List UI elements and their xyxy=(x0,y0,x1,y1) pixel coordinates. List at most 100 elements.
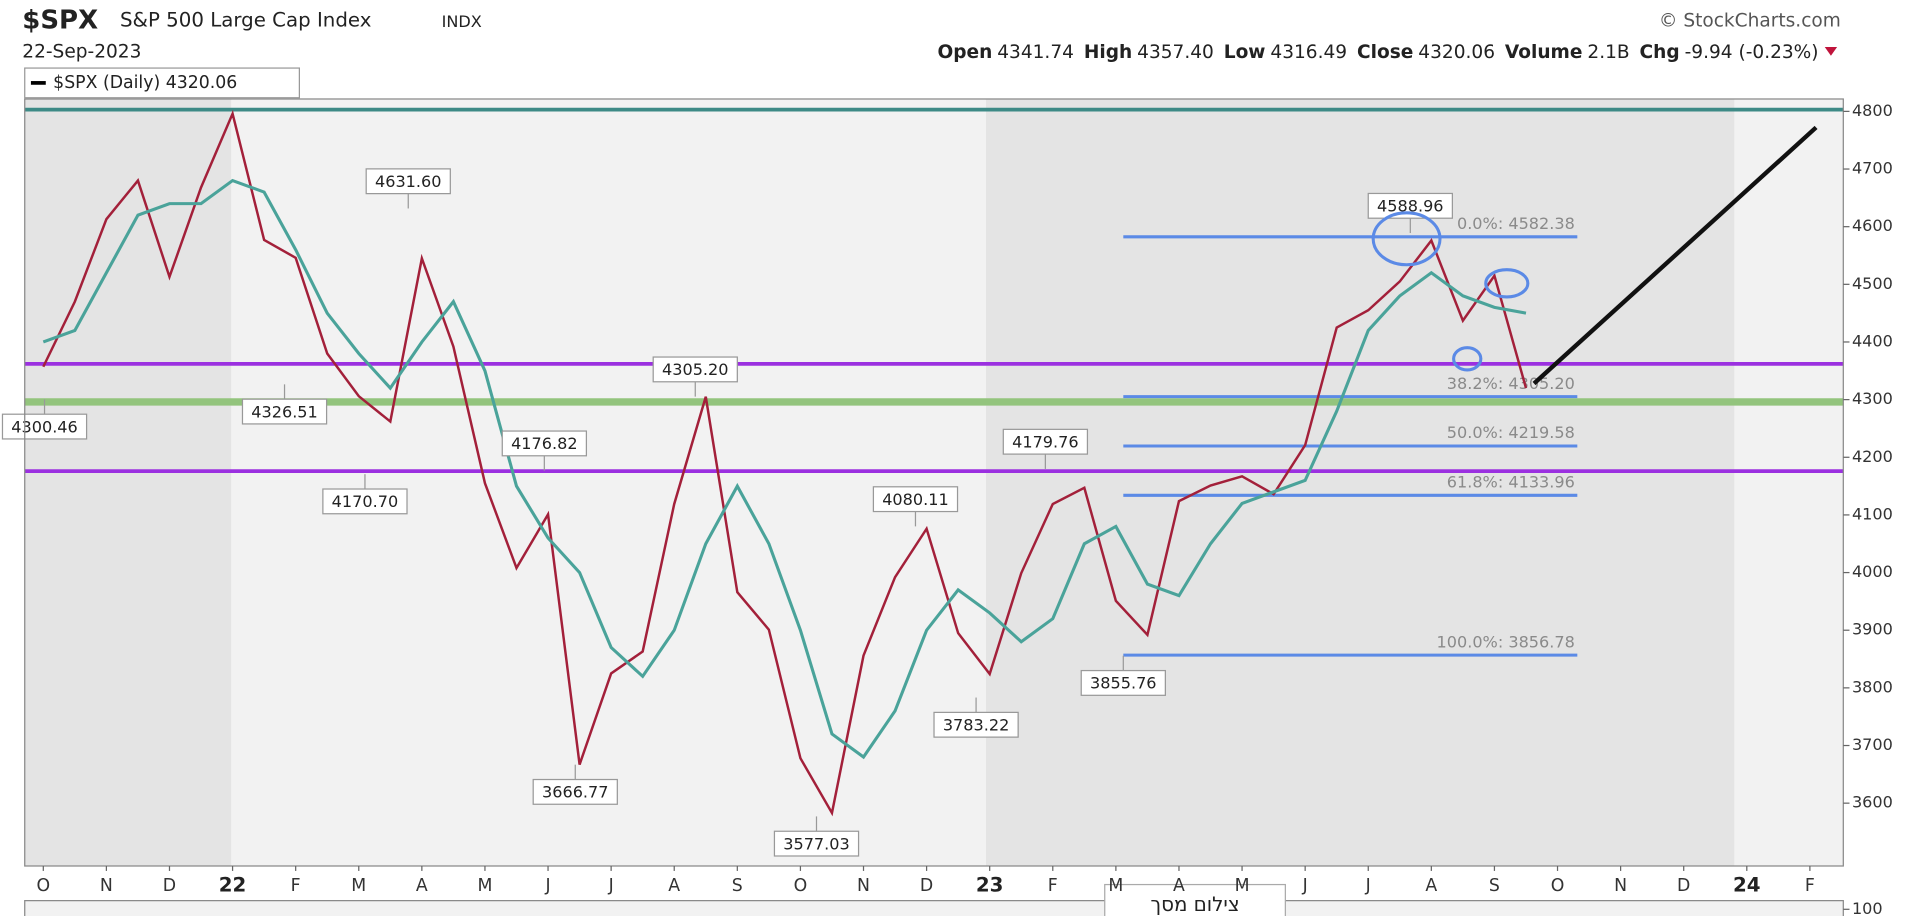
x-tick-label: 24 xyxy=(1733,873,1761,896)
quote-label: Chg xyxy=(1640,41,1680,62)
subtitle: S&P 500 Large Cap Index xyxy=(120,9,372,32)
x-tick-label: A xyxy=(1425,876,1437,896)
x-tick-label: 22 xyxy=(219,873,247,896)
fib-label: 0.0%: 4582.38 xyxy=(1457,214,1575,233)
x-tick-label: F xyxy=(1805,876,1815,896)
x-tick-label: N xyxy=(857,876,870,896)
date: 22-Sep-2023 xyxy=(22,41,141,62)
legend xyxy=(24,67,300,99)
quote-value: 4341.74 xyxy=(997,41,1074,62)
y-tick-label: 4600 xyxy=(1852,216,1893,235)
year-band xyxy=(1734,98,1844,866)
y-tick-label: 4200 xyxy=(1852,447,1893,466)
x-tick-label: D xyxy=(920,876,933,896)
x-tick-label: O xyxy=(794,876,808,896)
quote-label: High xyxy=(1084,41,1132,62)
lower-axis: 100 xyxy=(1843,899,1883,916)
x-tick-label: M xyxy=(1235,876,1250,896)
fib-label: 100.0%: 3856.78 xyxy=(1437,632,1575,651)
y-tick-label: 4000 xyxy=(1852,562,1893,581)
legend-label: $SPX (Daily) 4320.06 xyxy=(53,73,237,93)
exchange: INDX xyxy=(442,12,482,31)
peak-box xyxy=(532,778,618,805)
year-band xyxy=(985,98,1735,866)
peak-box xyxy=(365,168,451,195)
quote: Open 4341.74 High 4357.40 Low 4316.49 Close 432… xyxy=(937,41,1818,62)
price-line xyxy=(42,109,1528,817)
quote-value: 2.1B xyxy=(1587,41,1629,62)
y-tick-label: 3800 xyxy=(1852,677,1893,696)
x-tick-label: O xyxy=(36,876,50,896)
y-tick-label: 4300 xyxy=(1852,389,1893,408)
lower-tick-label: 100 xyxy=(1852,899,1883,916)
x-tick-label: N xyxy=(1614,876,1627,896)
quote-label: Low xyxy=(1224,41,1266,62)
peak-box xyxy=(241,398,328,425)
plot-border xyxy=(24,98,1844,867)
peak-box xyxy=(652,356,738,383)
x-tick-label: M xyxy=(1108,876,1123,896)
x-tick-label: J xyxy=(608,876,614,896)
peak-box xyxy=(933,711,1019,738)
y-tick-label: 4100 xyxy=(1852,504,1893,523)
tooltip: צילום מסך xyxy=(1150,893,1239,916)
x-tick-label: F xyxy=(291,876,301,896)
trend-line xyxy=(1532,125,1818,386)
year-band xyxy=(24,98,232,866)
circle-mark xyxy=(1371,211,1442,267)
quote-value: 4357.40 xyxy=(1137,41,1214,62)
x-tick-label: J xyxy=(1365,876,1371,896)
y-tick-label: 3700 xyxy=(1852,735,1893,754)
peak-box xyxy=(773,830,860,857)
x-tick-label: 23 xyxy=(976,873,1004,896)
quote-value: -9.94 (-0.23%) xyxy=(1685,41,1819,62)
peak-label: 3577.03 xyxy=(783,834,850,853)
source: © StockCharts.com xyxy=(1659,11,1841,32)
peak-label: 3855.76 xyxy=(1090,674,1157,693)
x-tick-label: J xyxy=(1302,876,1308,896)
peak-label: 3666.77 xyxy=(542,783,609,802)
peak-box xyxy=(1002,428,1089,455)
y-tick-label: 4700 xyxy=(1852,159,1893,178)
x-tick-label: A xyxy=(668,876,680,896)
circle-mark xyxy=(1484,268,1530,299)
plot-layer: 0.0%: 4582.38 38.2%: 4305.20 50.0%: 4219.5… xyxy=(1,107,1844,857)
average-line xyxy=(42,178,1527,760)
peak-label: 3783.22 xyxy=(943,715,1010,734)
fib-label: 38.2%: 4305.20 xyxy=(1447,374,1575,393)
peak-label: 4631.60 xyxy=(375,172,442,191)
peak-label: 4588.96 xyxy=(1377,197,1444,216)
y-tick-label: 4400 xyxy=(1852,331,1893,350)
fib-label: 50.0%: 4219.58 xyxy=(1447,423,1575,442)
x-tick-label: A xyxy=(1173,876,1185,896)
down-arrow xyxy=(1824,47,1838,56)
quote-label: Volume xyxy=(1505,41,1583,62)
y-tick-label: 4800 xyxy=(1852,101,1893,120)
year-band xyxy=(231,98,986,866)
fib-label: 61.8%: 4133.96 xyxy=(1447,472,1575,491)
peak-box xyxy=(501,430,588,457)
y-tick-label: 3600 xyxy=(1852,793,1893,812)
quote-value: 4316.49 xyxy=(1270,41,1347,62)
lower-panel xyxy=(24,900,1844,916)
circle-mark xyxy=(1452,346,1483,372)
x-tick-label: D xyxy=(1677,876,1690,896)
peak-box xyxy=(322,488,408,515)
x-tick-label: S xyxy=(732,876,743,896)
peak-label: 4179.76 xyxy=(1012,432,1079,451)
x-tick-label: O xyxy=(1551,876,1565,896)
peak-box xyxy=(1,413,88,440)
x-tick-label: M xyxy=(477,876,492,896)
x-tick-label: A xyxy=(416,876,428,896)
y-tick-label: 3900 xyxy=(1852,620,1893,639)
x-tick-label: M xyxy=(351,876,366,896)
quote-value: 4320.06 xyxy=(1418,41,1495,62)
x-tick-label: N xyxy=(100,876,113,896)
peak-label: 4326.51 xyxy=(251,402,318,421)
x-tick-label: J xyxy=(544,876,550,896)
tooltip-box xyxy=(1104,883,1286,916)
y-tick-label: 4500 xyxy=(1852,274,1893,293)
symbol: $SPX xyxy=(22,6,98,36)
x-tick-label: S xyxy=(1489,876,1500,896)
